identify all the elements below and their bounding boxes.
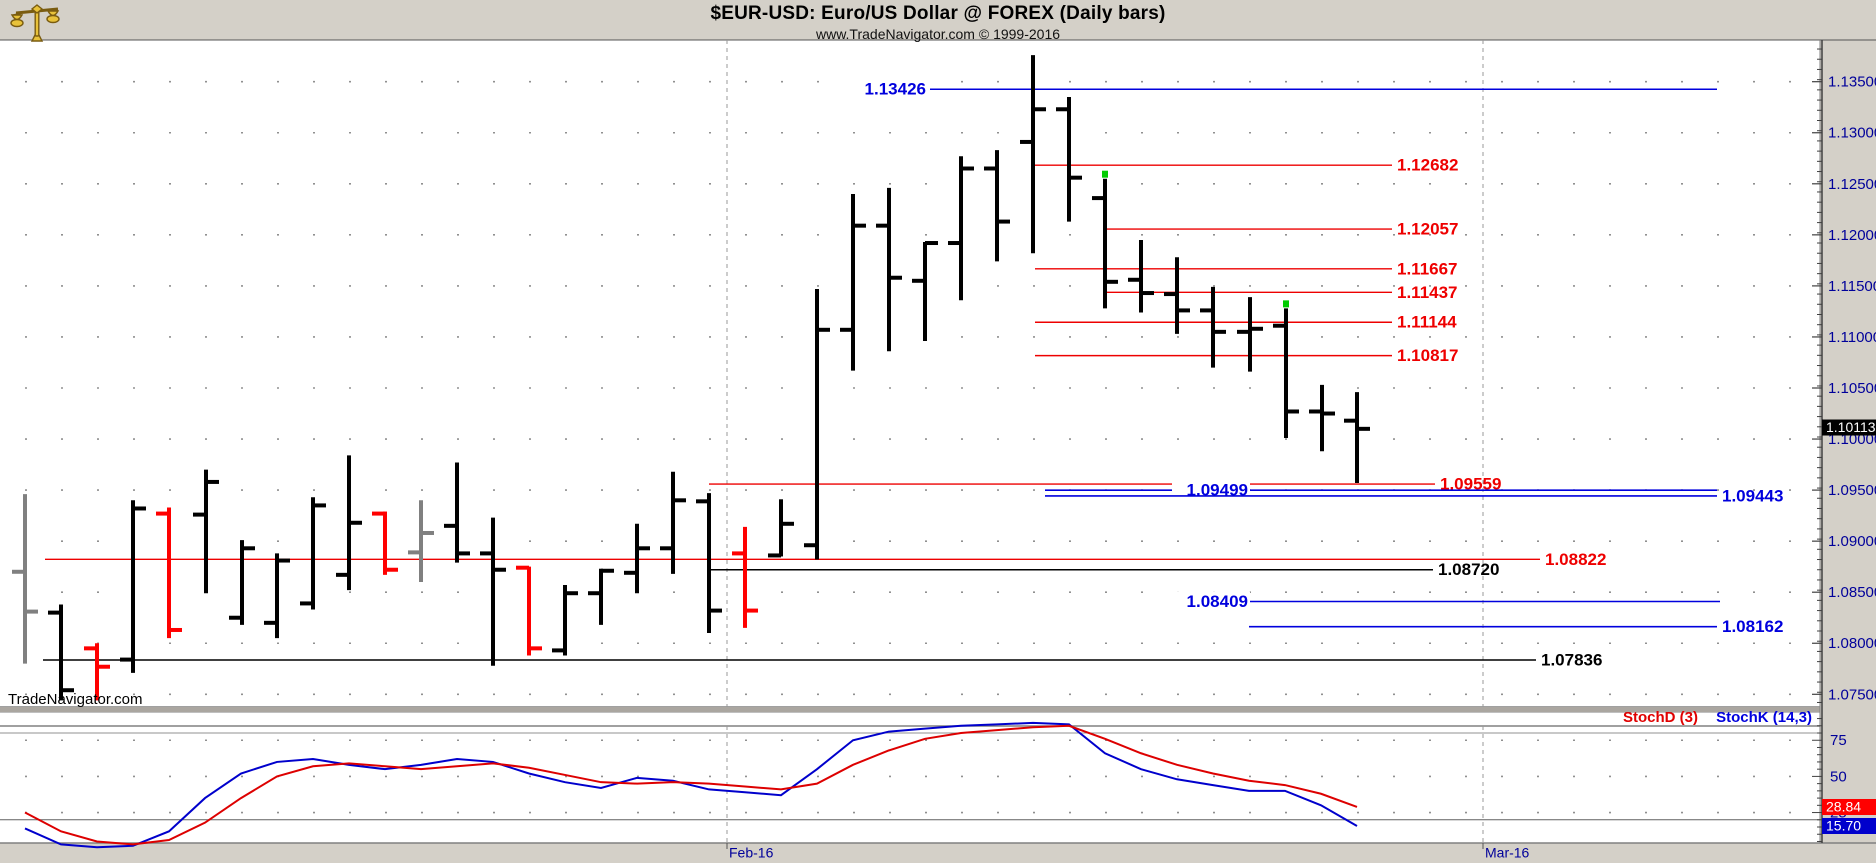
price-axis-label: 1.09000 xyxy=(1828,533,1876,550)
price-bar xyxy=(804,288,830,560)
stochd-curve xyxy=(24,724,1358,846)
level-label: 1.13426 xyxy=(865,80,926,99)
pane-separator xyxy=(0,707,1820,712)
price-bar xyxy=(1128,239,1154,313)
level-label: 1.08409 xyxy=(1187,592,1248,611)
price-axis-label: 1.13000 xyxy=(1828,125,1876,142)
price-axis-label: 1.08000 xyxy=(1828,635,1876,652)
level-label: 1.08822 xyxy=(1545,550,1606,569)
price-bar xyxy=(876,187,902,352)
price-bar xyxy=(408,500,434,582)
stoch-axis-label: 50 xyxy=(1830,768,1847,785)
signal-dot xyxy=(1283,300,1289,308)
price-axis-label: 1.11000 xyxy=(1828,329,1876,346)
price-bar xyxy=(444,462,470,563)
price-bar xyxy=(12,494,38,664)
stochk-curve xyxy=(24,721,1358,849)
level-label: 1.07836 xyxy=(1541,650,1602,669)
trade-navigator-logo-icon xyxy=(10,4,60,42)
signal-dot xyxy=(1102,170,1108,178)
price-bar xyxy=(660,471,686,574)
price-bar xyxy=(372,511,398,575)
price-axis-label: 1.12000 xyxy=(1828,227,1876,244)
price-bar xyxy=(156,507,182,639)
price-bar xyxy=(193,469,219,594)
x-axis-label: Feb-16 xyxy=(729,845,774,861)
level-label: 1.08720 xyxy=(1438,560,1499,579)
level-label-mask xyxy=(850,79,928,99)
price-axis-label: 1.11500 xyxy=(1828,278,1876,295)
x-axis-label: Mar-16 xyxy=(1485,845,1530,861)
price-bar xyxy=(1344,392,1370,483)
price-bar xyxy=(552,585,578,656)
stochk-value-badge: 15.70 xyxy=(1826,818,1861,834)
price-bar xyxy=(336,455,362,591)
price-bar xyxy=(840,194,866,371)
price-axis-label: 1.08500 xyxy=(1828,584,1876,601)
price-bar xyxy=(768,499,794,558)
price-bar xyxy=(84,643,110,701)
level-label: 1.09443 xyxy=(1722,486,1783,505)
level-label: 1.09559 xyxy=(1440,475,1501,494)
legend-row xyxy=(0,712,1820,726)
price-axis-label: 1.10500 xyxy=(1828,380,1876,397)
level-label: 1.12057 xyxy=(1397,220,1458,239)
level-label: 1.11667 xyxy=(1397,259,1458,278)
stochd-value-badge: 28.84 xyxy=(1826,799,1861,815)
price-axis-label: 1.09500 xyxy=(1828,482,1876,499)
chart-title: $EUR-USD: Euro/US Dollar @ FOREX (Daily … xyxy=(710,3,1166,24)
price-bar xyxy=(732,526,758,628)
level-label: 1.11144 xyxy=(1397,313,1457,332)
price-bar xyxy=(300,497,326,610)
price-bar xyxy=(120,500,146,673)
price-bar xyxy=(984,150,1010,262)
price-bar xyxy=(1164,257,1190,334)
stochd-value-badge-bg xyxy=(1822,798,1876,815)
last-price-badge-bg xyxy=(1822,419,1876,436)
chart-subtitle: www.TradeNavigator.com © 1999-2016 xyxy=(815,26,1061,42)
stochastic-legend: StochD (3) StochK (14,3) xyxy=(0,709,1812,726)
price-bar xyxy=(1309,384,1335,452)
last-price-badge: 1.10113 xyxy=(1826,419,1876,435)
level-label: 1.12682 xyxy=(1397,156,1458,175)
stochk-value-badge-bg xyxy=(1822,817,1876,834)
price-axis-label: 1.13500 xyxy=(1828,74,1876,91)
level-label: 1.08162 xyxy=(1722,617,1783,636)
stochastic-pane xyxy=(0,726,1820,843)
price-bar xyxy=(480,517,506,666)
stochd-legend-label: StochD (3) xyxy=(1622,709,1698,726)
price-bar xyxy=(264,553,290,639)
price-pane xyxy=(0,40,1820,707)
chart-header: $EUR-USD: Euro/US Dollar @ FOREX (Daily … xyxy=(0,0,1876,42)
price-axis-label: 1.07500 xyxy=(1828,686,1876,703)
price-bar xyxy=(229,540,255,625)
price-bar xyxy=(1020,55,1046,254)
stochk-legend-label: StochK (14,3) xyxy=(1716,709,1812,726)
price-bar xyxy=(696,493,722,634)
price-bar xyxy=(1056,97,1082,222)
price-bar xyxy=(516,565,542,656)
price-bar xyxy=(48,604,74,701)
price-bar xyxy=(1273,308,1299,439)
price-axis-label: 1.12500 xyxy=(1828,176,1876,193)
stoch-axis-label: 75 xyxy=(1830,732,1847,749)
price-bar xyxy=(948,156,974,301)
price-bar xyxy=(1092,178,1118,309)
price-bar xyxy=(588,568,614,625)
level-label-mask xyxy=(1172,591,1250,611)
price-bar xyxy=(624,523,650,594)
watermark-text: TradeNavigator.com xyxy=(8,691,143,708)
level-label: 1.10817 xyxy=(1397,346,1458,365)
level-label: 1.11437 xyxy=(1397,283,1458,302)
price-bar xyxy=(1200,286,1226,368)
level-label-mask xyxy=(1172,480,1250,500)
price-bar xyxy=(912,241,938,342)
price-bar xyxy=(1237,297,1263,372)
level-label: 1.09499 xyxy=(1187,481,1248,500)
